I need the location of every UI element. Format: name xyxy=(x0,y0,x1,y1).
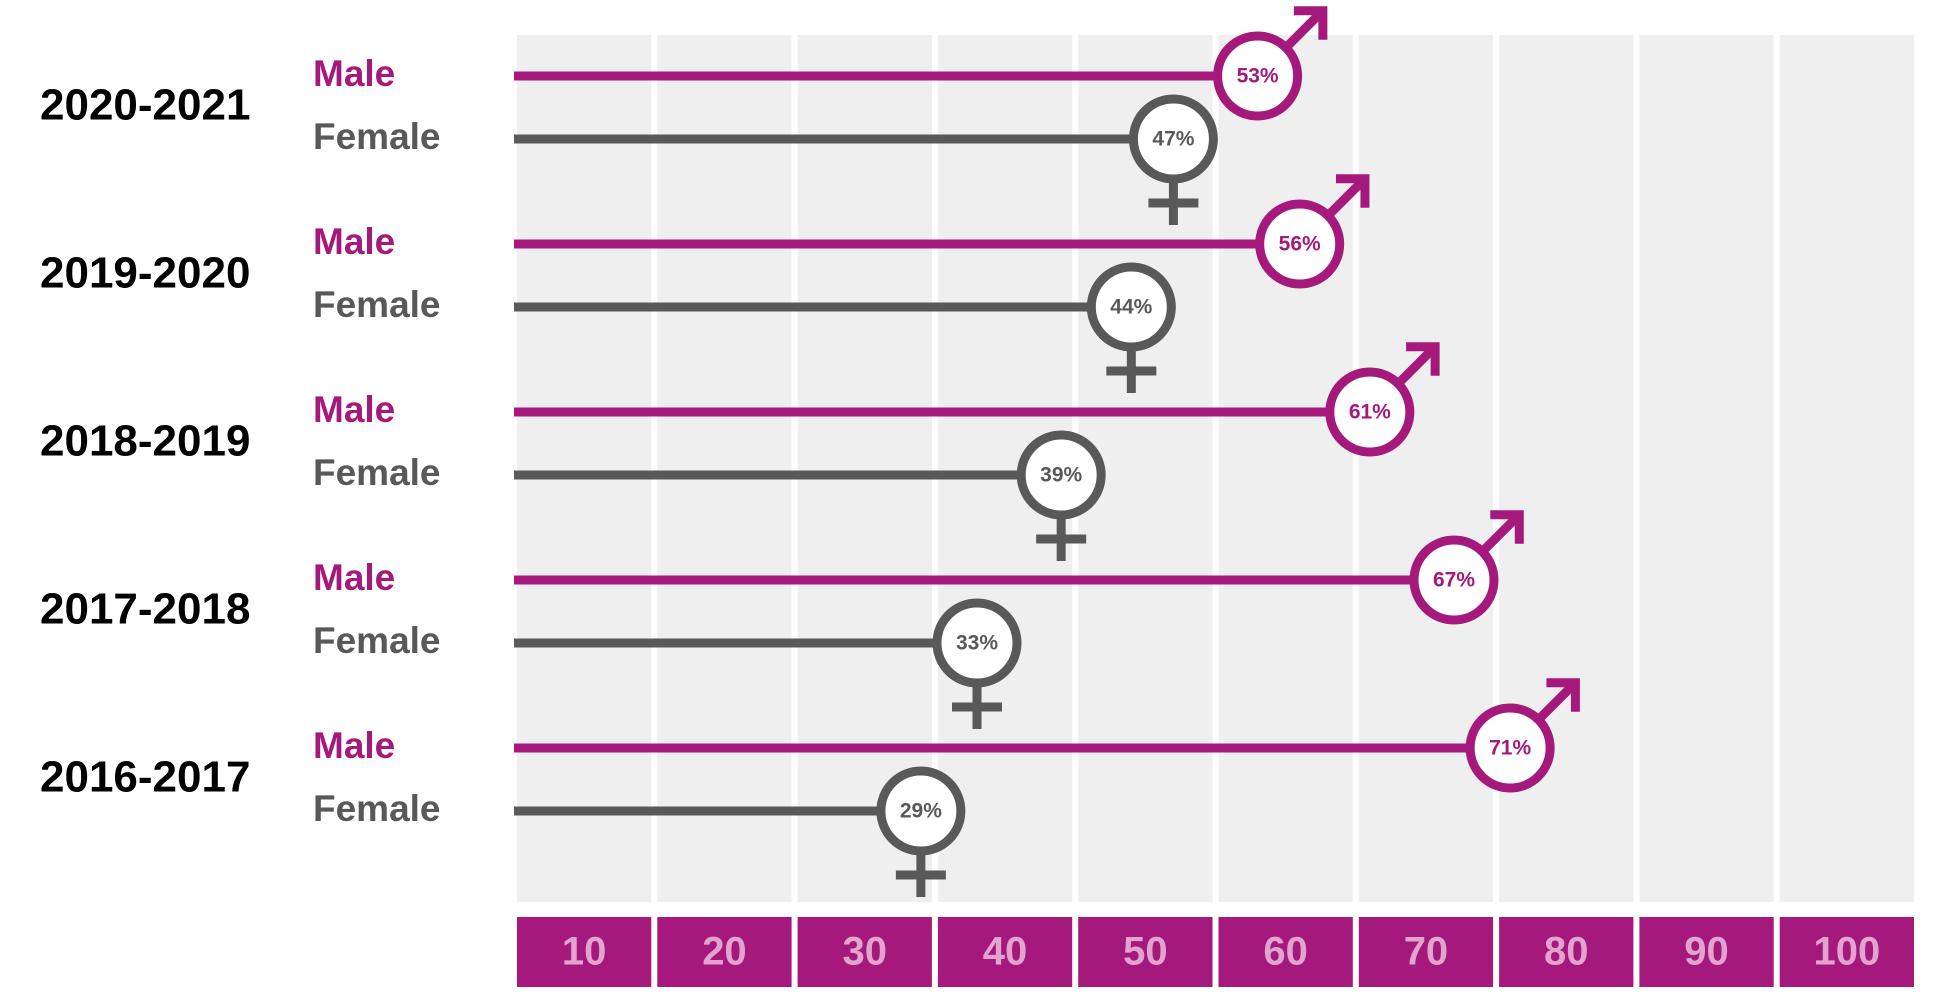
tick-box xyxy=(657,917,792,987)
symbol-arrowhead xyxy=(1335,174,1370,208)
grid-band xyxy=(797,35,932,902)
symbol-arrow xyxy=(1282,10,1324,51)
value-label: 56% xyxy=(1279,233,1321,256)
series-label: Male xyxy=(313,725,395,766)
gender-symbol xyxy=(895,851,946,897)
value-label: 71% xyxy=(1489,737,1531,760)
grid-band xyxy=(517,35,652,902)
value-label: 61% xyxy=(1349,401,1391,424)
x-tick-label: 10 xyxy=(562,930,607,974)
series-label: Male xyxy=(313,389,395,430)
value-label: 39% xyxy=(1040,464,1082,487)
grid-band xyxy=(1218,35,1353,902)
grid-band xyxy=(657,35,792,902)
symbol-arrowhead xyxy=(1490,510,1524,544)
x-tick-label: 80 xyxy=(1544,930,1589,974)
x-tick-label: 100 xyxy=(1813,930,1880,974)
gender-symbol xyxy=(1324,174,1370,219)
tick-box xyxy=(1499,917,1634,987)
grid-band xyxy=(1779,35,1914,902)
category-label: 2020-2021 xyxy=(40,81,250,130)
category-label: 2019-2020 xyxy=(40,249,250,298)
lollipop-head xyxy=(1255,199,1345,289)
series-label: Female xyxy=(313,452,441,493)
lollipop-head xyxy=(876,766,966,856)
gender-symbol xyxy=(1106,347,1157,393)
series-label: Male xyxy=(313,53,395,94)
value-label: 29% xyxy=(900,800,942,823)
series-label: Male xyxy=(313,221,395,262)
gender-symbol xyxy=(1148,179,1199,225)
gender-symbol xyxy=(1282,6,1328,51)
gender-symbol xyxy=(1535,678,1580,723)
gender-symbol xyxy=(1036,515,1087,561)
lollipop-head xyxy=(1325,367,1415,457)
value-label: 67% xyxy=(1433,569,1475,592)
value-label: 33% xyxy=(956,632,998,655)
gender-symbol xyxy=(1394,342,1440,387)
symbol-arrow xyxy=(1535,682,1576,723)
lollipop-head xyxy=(1086,262,1176,352)
lollipop-head xyxy=(1409,535,1499,625)
lollipop-head xyxy=(1465,703,1555,793)
value-label: 53% xyxy=(1237,65,1279,88)
category-label: 2017-2018 xyxy=(40,585,250,634)
series-label: Female xyxy=(313,620,441,661)
symbol-arrow xyxy=(1479,514,1520,555)
x-tick-label: 70 xyxy=(1404,930,1449,974)
category-label: 2018-2019 xyxy=(40,417,250,466)
tick-box xyxy=(1639,917,1774,987)
x-tick-label: 30 xyxy=(843,930,888,974)
tick-box xyxy=(797,917,932,987)
x-tick-label: 90 xyxy=(1684,930,1729,974)
symbol-arrowhead xyxy=(1293,6,1328,40)
symbol-arrow xyxy=(1324,178,1366,219)
gender-symbol xyxy=(951,683,1002,729)
series-label: Female xyxy=(313,788,441,829)
category-label: 2016-2017 xyxy=(40,753,250,802)
series-label: Male xyxy=(313,557,395,598)
grid-band xyxy=(1639,35,1774,902)
lollipop-head xyxy=(1213,31,1303,121)
x-tick-label: 40 xyxy=(983,930,1028,974)
series-label: Female xyxy=(313,116,441,157)
tick-box xyxy=(1218,917,1353,987)
series-label: Female xyxy=(313,284,441,325)
symbol-arrowhead xyxy=(1546,678,1580,712)
tick-box xyxy=(1779,917,1914,987)
value-label: 47% xyxy=(1152,128,1194,151)
lollipop-head xyxy=(1016,430,1106,520)
x-tick-label: 60 xyxy=(1263,930,1308,974)
x-tick-label: 50 xyxy=(1123,930,1168,974)
gender-symbol xyxy=(1479,510,1524,555)
symbol-arrow xyxy=(1394,346,1436,387)
tick-box xyxy=(1358,917,1494,987)
lollipop-head xyxy=(932,598,1022,688)
value-label: 44% xyxy=(1110,296,1152,319)
lollipop-head xyxy=(1128,94,1218,184)
x-tick-label: 20 xyxy=(702,930,747,974)
tick-box xyxy=(517,917,652,987)
tick-box xyxy=(937,917,1073,987)
tick-box xyxy=(1078,917,1213,987)
symbol-arrowhead xyxy=(1406,342,1440,376)
